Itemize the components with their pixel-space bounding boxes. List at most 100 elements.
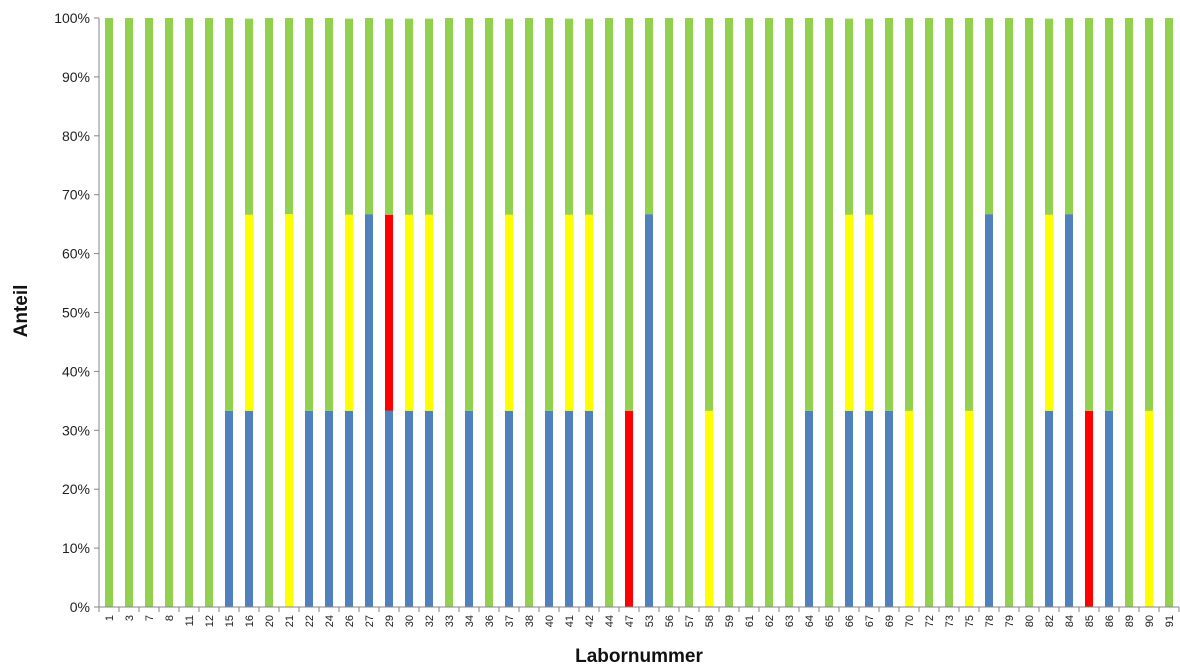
x-tick-label: 36 (484, 615, 496, 627)
bar-segment-36-s3 (485, 18, 493, 607)
x-tick-label: 63 (784, 615, 796, 627)
bar-segment-91-s3 (1165, 18, 1173, 607)
bar-segment-67-s0 (865, 410, 873, 607)
x-tick-label: 15 (224, 615, 236, 627)
bar-segment-30-s1 (405, 214, 413, 411)
bar-segment-63-s3 (785, 18, 793, 607)
x-tick-label: 30 (404, 615, 416, 627)
bar-segment-64-s0 (805, 410, 813, 607)
x-tick-label: 57 (684, 615, 696, 627)
bar-segment-58-s3 (705, 18, 713, 411)
y-tick-label: 0% (70, 599, 90, 615)
bar-segment-90-s1 (1145, 410, 1153, 607)
bar-segment-90-s3 (1145, 18, 1153, 411)
x-tick-label: 42 (584, 615, 596, 627)
bar-segment-84-s3 (1065, 18, 1073, 215)
x-tick-label: 37 (504, 615, 516, 627)
x-axis-title: Labornummer (575, 646, 703, 667)
x-tick-label: 27 (364, 615, 376, 627)
bar-segment-40-s3 (545, 18, 553, 411)
bar-segment-42-s3 (585, 18, 593, 215)
bar-segment-42-s0 (585, 410, 593, 607)
y-axis-title: Anteil (11, 285, 32, 338)
x-tick-label: 29 (384, 615, 396, 627)
bar-segment-73-s3 (945, 18, 953, 607)
x-tick-label: 24 (324, 615, 336, 627)
y-tick-label: 70% (62, 187, 90, 203)
bar-segment-84-s0 (1065, 214, 1073, 607)
bar-segment-82-s3 (1045, 18, 1053, 215)
x-tick-label: 21 (284, 615, 296, 627)
bar-segment-38-s3 (525, 18, 533, 607)
y-tick-label: 30% (62, 422, 90, 438)
bar-segment-21-s1 (285, 214, 293, 607)
bar-segment-66-s3 (845, 18, 853, 215)
x-tick-label: 32 (424, 615, 436, 627)
bar-segment-40-s0 (545, 410, 553, 607)
y-tick-label: 60% (62, 246, 90, 262)
bar-segment-82-s0 (1045, 410, 1053, 607)
x-tick-label: 65 (824, 615, 836, 627)
bar-segment-37-s0 (505, 410, 513, 607)
x-tick-label: 20 (264, 615, 276, 627)
bar-segment-69-s0 (885, 410, 893, 607)
bar-segment-22-s3 (305, 18, 313, 411)
x-tick-label: 3 (124, 615, 136, 621)
bar-segment-15-s3 (225, 18, 233, 411)
bar-segment-85-s2 (1085, 410, 1093, 607)
x-tick-label: 91 (1164, 615, 1176, 627)
x-tick-label: 84 (1064, 615, 1076, 627)
bar-segment-8-s3 (165, 18, 173, 607)
x-tick-label: 11 (184, 615, 196, 626)
bar-segment-66-s1 (845, 214, 853, 411)
bar-segment-20-s3 (265, 18, 273, 607)
x-tick-label: 86 (1104, 615, 1116, 627)
x-tick-label: 69 (884, 615, 896, 627)
x-tick-label: 58 (704, 615, 716, 627)
x-tick-labels: 1 3 7 8 11 12 15 16 20 21 22 24 26 27 29 30 32 33 34 36 37 38… (104, 615, 1176, 627)
bar-segment-80-s3 (1025, 18, 1033, 607)
x-tick-label: 12 (204, 615, 216, 627)
bar-segment-65-s3 (825, 18, 833, 607)
bar-segment-32-s3 (425, 18, 433, 215)
bar-segment-47-s3 (625, 18, 633, 411)
y-tick-label: 100% (54, 10, 90, 26)
bar-segment-78-s0 (985, 214, 993, 607)
bar-segment-34-s0 (465, 410, 473, 607)
x-tick-label: 8 (164, 615, 176, 621)
x-tick-label: 41 (564, 615, 576, 627)
x-tick-label: 89 (1124, 615, 1136, 627)
bar-segment-53-s0 (645, 214, 653, 607)
bar-segment-53-s3 (645, 18, 653, 215)
bar-segment-32-s1 (425, 214, 433, 411)
x-tick-label: 85 (1084, 615, 1096, 627)
bar-segment-29-s3 (385, 18, 393, 215)
bar-segment-26-s3 (345, 18, 353, 215)
bar-segment-41-s3 (565, 18, 573, 215)
bar-segment-33-s3 (445, 18, 453, 607)
bar-segment-58-s1 (705, 410, 713, 607)
bar-segment-22-s0 (305, 410, 313, 607)
bar-segment-41-s0 (565, 410, 573, 607)
bar-segment-86-s3 (1105, 18, 1113, 411)
x-tick-label: 75 (964, 615, 976, 627)
bar-segment-85-s3 (1085, 18, 1093, 411)
x-tick-label: 80 (1024, 615, 1036, 627)
x-tick-label: 40 (544, 615, 556, 627)
y-tick-label: 80% (62, 128, 90, 144)
bar-segment-11-s3 (185, 18, 193, 607)
bar-segment-15-s0 (225, 410, 233, 607)
bar-segment-61-s3 (745, 18, 753, 607)
y-tick-labels: 0% 10% 20% 30% 40% 50% 60% 70% 80% 90% 100% (54, 10, 90, 615)
bar-segment-1-s3 (105, 18, 113, 607)
bar-segment-16-s3 (245, 18, 253, 215)
bars-group (105, 18, 1173, 607)
bar-segment-27-s3 (365, 18, 373, 215)
bar-segment-24-s0 (325, 410, 333, 607)
bar-segment-64-s3 (805, 18, 813, 411)
x-tick-label: 7 (144, 615, 156, 621)
x-tick-label: 44 (604, 615, 616, 627)
x-tick-label: 47 (624, 615, 636, 627)
bar-segment-27-s0 (365, 214, 373, 607)
